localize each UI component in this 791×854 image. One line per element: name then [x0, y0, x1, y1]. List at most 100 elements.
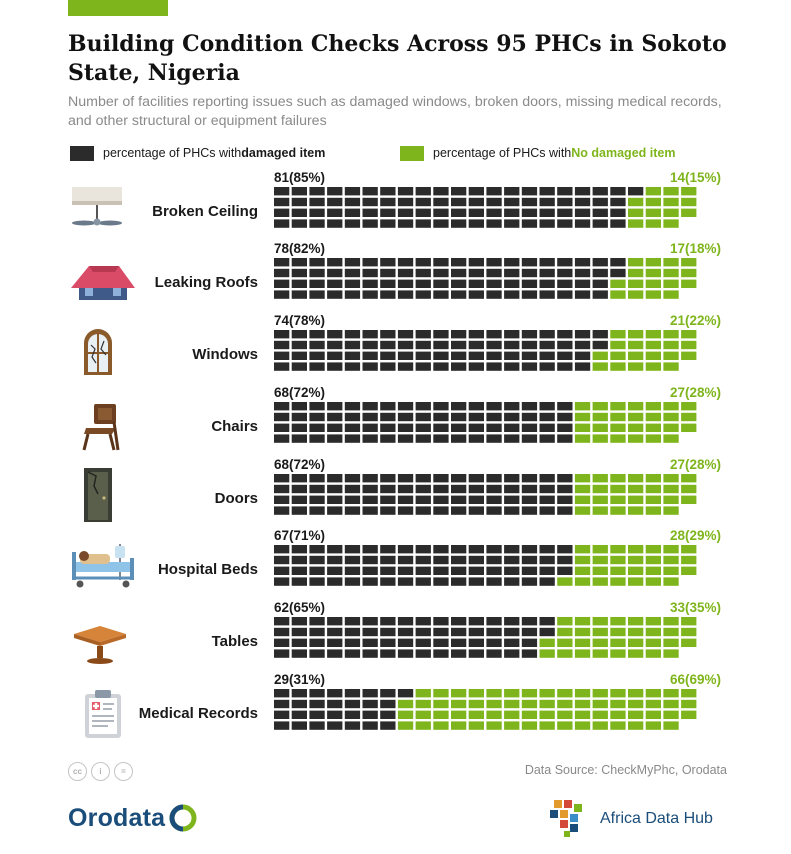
- waffle-cell-damaged: [362, 566, 378, 575]
- waffle-cell-damaged: [433, 258, 449, 267]
- waffle-cell-damaged: [415, 617, 431, 626]
- waffle-cell-damaged: [415, 474, 431, 483]
- waffle-cell-ok: [610, 279, 626, 288]
- waffle-cell-damaged: [468, 545, 484, 554]
- waffle-cell-damaged: [362, 638, 378, 647]
- waffle-cell-damaged: [415, 555, 431, 565]
- waffle-cell-damaged: [415, 566, 431, 575]
- waffle-cell-ok: [610, 566, 626, 575]
- waffle-cell-ok: [681, 638, 697, 647]
- waffle-cell-damaged: [521, 638, 538, 647]
- waffle-cell-damaged: [557, 362, 573, 371]
- waffle-cell-damaged: [468, 577, 484, 586]
- waffle-cell-ok: [681, 484, 697, 494]
- waffle-cell-damaged: [309, 290, 325, 299]
- waffle-cell-ok: [592, 627, 608, 637]
- waffle-cell-damaged: [327, 699, 343, 709]
- waffle-cell-damaged: [344, 197, 361, 207]
- waffle-cell-damaged: [362, 699, 378, 709]
- waffle-cell-ok: [397, 721, 414, 730]
- waffle-cell-damaged: [362, 351, 378, 360]
- waffle-cell-ok: [610, 545, 626, 554]
- waffle-cell-ok: [681, 710, 697, 719]
- value-label-damaged: 29(31%): [274, 672, 325, 687]
- waffle-cell-ok: [521, 710, 538, 719]
- waffle-cell-ok: [592, 412, 608, 422]
- waffle-cell-ok: [663, 710, 679, 719]
- waffle-cell-ok: [645, 699, 661, 709]
- waffle-cell-ok: [663, 566, 679, 575]
- waffle-cell-damaged: [274, 699, 290, 709]
- waffle-cell-damaged: [539, 208, 555, 217]
- waffle-cell-damaged: [415, 208, 431, 217]
- waffle-cell-damaged: [557, 423, 573, 432]
- waffle-cell-damaged: [362, 545, 378, 554]
- waffle-cell-ok: [486, 689, 502, 698]
- waffle-cell-damaged: [539, 545, 555, 554]
- waffle-cell-damaged: [451, 474, 467, 483]
- waffle-cell-damaged: [380, 545, 396, 554]
- waffle-cell-damaged: [309, 197, 325, 207]
- value-label-damaged: 68(72%): [274, 385, 325, 400]
- waffle-cell-damaged: [486, 197, 502, 207]
- waffle-cell-damaged: [539, 197, 555, 207]
- waffle-cell-damaged: [433, 402, 449, 411]
- waffle-cell-ok: [663, 219, 679, 228]
- waffle-cell-ok: [592, 506, 608, 515]
- waffle-cell-damaged: [291, 699, 307, 709]
- waffle-cell-ok: [645, 208, 661, 217]
- waffle-cell-ok: [574, 484, 591, 494]
- waffle-cell-damaged: [592, 219, 608, 228]
- waffle-cell-damaged: [397, 638, 414, 647]
- waffle-cell-damaged: [415, 279, 431, 288]
- waffle-cell-damaged: [468, 362, 484, 371]
- waffle-cell-damaged: [291, 187, 307, 196]
- waffle-cell-damaged: [291, 330, 307, 339]
- value-label-ok: 21(22%): [670, 313, 721, 328]
- waffle-cell-damaged: [291, 689, 307, 698]
- waffle-cell-damaged: [415, 412, 431, 422]
- waffle-cell-ok: [468, 699, 484, 709]
- row-label: Medical Records: [138, 705, 258, 722]
- waffle-cell-damaged: [468, 208, 484, 217]
- waffle-cell-damaged: [521, 555, 538, 565]
- waffle-cell-damaged: [327, 555, 343, 565]
- waffle-cell-damaged: [291, 290, 307, 299]
- waffle-cell-damaged: [344, 627, 361, 637]
- waffle-cell-damaged: [486, 649, 502, 658]
- waffle-cell-damaged: [362, 555, 378, 565]
- waffle-cell-ok: [486, 710, 502, 719]
- waffle-cell-damaged: [291, 402, 307, 411]
- waffle-cell-damaged: [504, 351, 520, 360]
- waffle-cell-damaged: [274, 627, 290, 637]
- waffle-cell-ok: [610, 495, 626, 504]
- legend-label-ok-prefix: percentage of PHCs with: [433, 146, 572, 160]
- waffle-cell-damaged: [539, 340, 555, 350]
- waffle-cell-damaged: [327, 279, 343, 288]
- waffle-cell-ok: [645, 351, 661, 360]
- waffle-cell-ok: [592, 638, 608, 647]
- waffle-cell-damaged: [433, 577, 449, 586]
- waffle-cell-damaged: [344, 617, 361, 626]
- waffle-cell-damaged: [344, 577, 361, 586]
- waffle-cell-damaged: [397, 187, 414, 196]
- waffle-cell-damaged: [486, 258, 502, 267]
- waffle-cell-damaged: [486, 566, 502, 575]
- waffle-cell-damaged: [291, 258, 307, 267]
- waffle-cell-damaged: [557, 412, 573, 422]
- waffle-cell-ok: [610, 638, 626, 647]
- waffle-cell-ok: [592, 402, 608, 411]
- waffle-cell-ok: [486, 699, 502, 709]
- hospital-bed-icon: [72, 544, 134, 588]
- waffle-cell-damaged: [486, 187, 502, 196]
- waffle-cell-damaged: [521, 290, 538, 299]
- waffle-cell-ok: [681, 187, 697, 196]
- waffle-cell-damaged: [468, 187, 484, 196]
- waffle-cell-damaged: [504, 423, 520, 432]
- waffle-cell-damaged: [309, 627, 325, 637]
- waffle-cell-damaged: [362, 689, 378, 698]
- waffle-cell-damaged: [415, 351, 431, 360]
- waffle-cell-damaged: [362, 197, 378, 207]
- waffle-cell-ok: [628, 638, 644, 647]
- data-source: Data Source: CheckMyPhc, Orodata: [524, 763, 727, 777]
